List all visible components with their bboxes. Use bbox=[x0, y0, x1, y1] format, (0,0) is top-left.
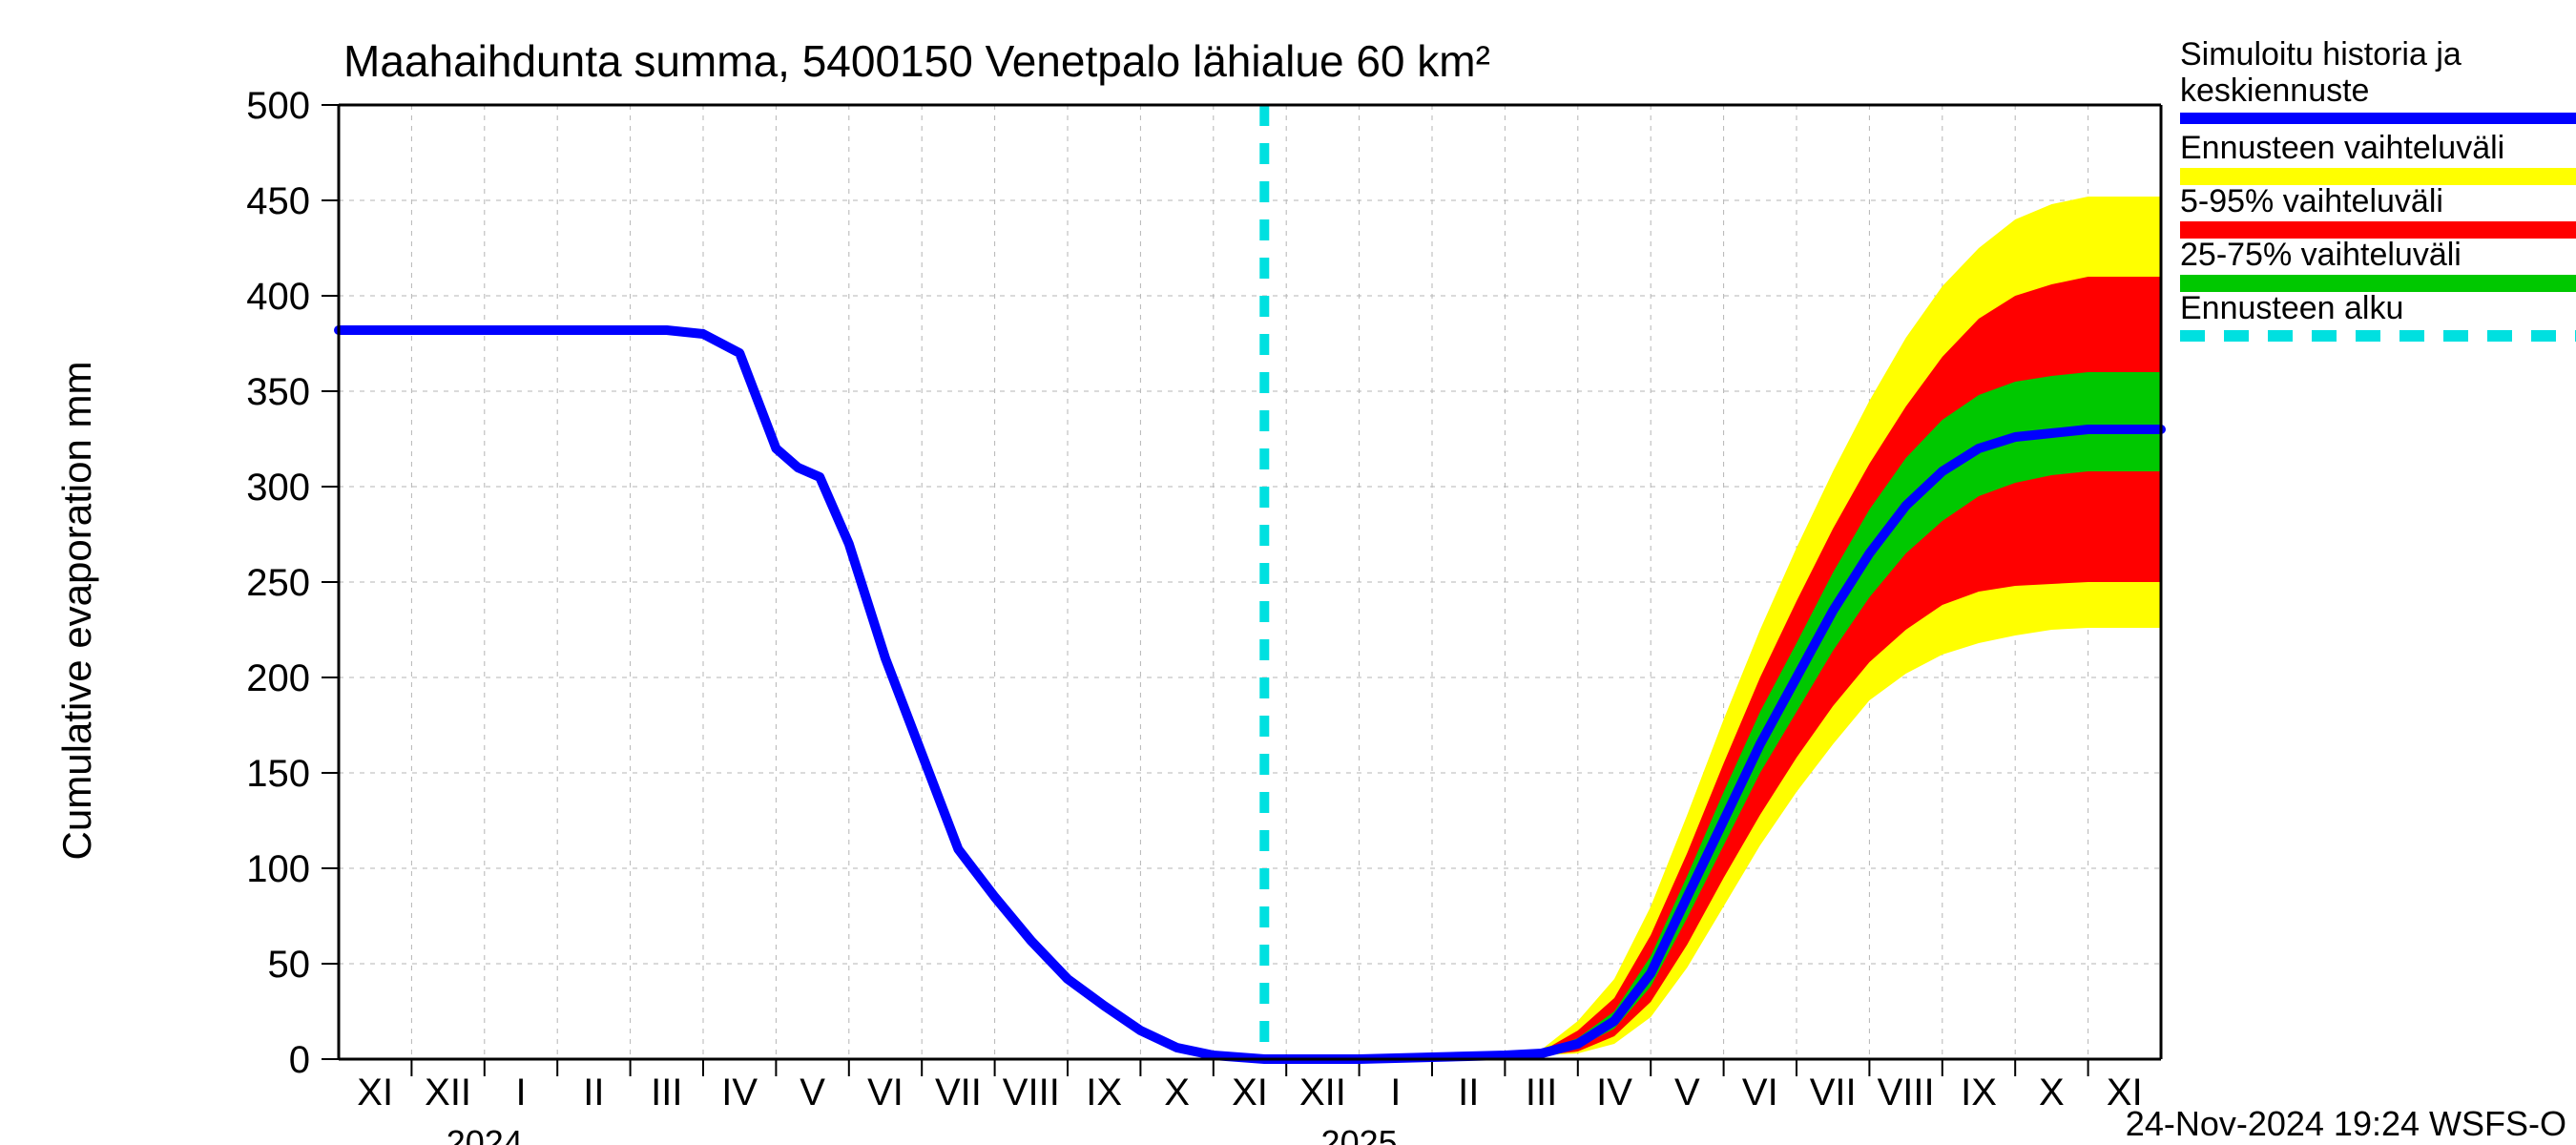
x-tick-label: V bbox=[800, 1072, 825, 1114]
x-tick-label: XI bbox=[1232, 1072, 1268, 1114]
x-tick-label: I bbox=[1390, 1072, 1401, 1114]
x-tick-label: VII bbox=[935, 1072, 982, 1114]
legend-label: Ennusteen vaihteluväli bbox=[2180, 130, 2504, 166]
y-tick-label: 50 bbox=[268, 944, 311, 986]
legend-label: Simuloitu historia ja bbox=[2180, 36, 2462, 73]
chart-container: Maahaihdunta summa, 5400150 Venetpalo lä… bbox=[0, 0, 2576, 1145]
plot-area: 050100150200250300350400450500XIXIIIIIII… bbox=[246, 85, 2161, 1145]
chart-svg: Maahaihdunta summa, 5400150 Venetpalo lä… bbox=[0, 0, 2576, 1145]
x-tick-label: IX bbox=[1961, 1072, 1997, 1114]
footer-timestamp: 24-Nov-2024 19:24 WSFS-O bbox=[2126, 1104, 2566, 1143]
x-tick-label: II bbox=[583, 1072, 604, 1114]
x-tick-label: VII bbox=[1810, 1072, 1857, 1114]
y-tick-label: 250 bbox=[246, 562, 310, 604]
x-tick-label: V bbox=[1674, 1072, 1700, 1114]
y-tick-label: 400 bbox=[246, 276, 310, 318]
year-label: 2024 bbox=[447, 1123, 523, 1145]
y-tick-label: 350 bbox=[246, 371, 310, 413]
x-tick-label: X bbox=[2039, 1072, 2065, 1114]
x-tick-label: XII bbox=[1299, 1072, 1346, 1114]
x-tick-label: II bbox=[1458, 1072, 1479, 1114]
x-tick-label: IX bbox=[1086, 1072, 1122, 1114]
legend-label: keskiennuste bbox=[2180, 73, 2369, 109]
x-tick-label: VIII bbox=[1878, 1072, 1935, 1114]
x-tick-label: VI bbox=[1742, 1072, 1778, 1114]
x-tick-label: III bbox=[651, 1072, 682, 1114]
y-tick-label: 300 bbox=[246, 467, 310, 509]
legend-label: 25-75% vaihteluväli bbox=[2180, 237, 2462, 273]
x-tick-label: IV bbox=[721, 1072, 758, 1114]
chart-title: Maahaihdunta summa, 5400150 Venetpalo lä… bbox=[343, 36, 1490, 86]
legend-label: Ennusteen alku bbox=[2180, 290, 2403, 326]
y-tick-label: 100 bbox=[246, 848, 310, 890]
y-axis-label: Cumulative evaporation mm bbox=[54, 362, 99, 861]
x-tick-label: IV bbox=[1596, 1072, 1632, 1114]
y-tick-label: 0 bbox=[289, 1039, 310, 1081]
legend-label: 5-95% vaihteluväli bbox=[2180, 183, 2443, 219]
legend: Simuloitu historia jakeskiennuste Ennuste… bbox=[2180, 36, 2576, 336]
y-tick-label: 450 bbox=[246, 180, 310, 222]
y-tick-label: 200 bbox=[246, 657, 310, 699]
x-tick-label: VI bbox=[867, 1072, 904, 1114]
x-tick-label: XII bbox=[425, 1072, 471, 1114]
year-label: 2025 bbox=[1321, 1123, 1398, 1145]
y-tick-label: 150 bbox=[246, 753, 310, 795]
x-tick-label: III bbox=[1526, 1072, 1557, 1114]
x-tick-label: XI bbox=[357, 1072, 393, 1114]
x-tick-label: VIII bbox=[1003, 1072, 1060, 1114]
y-tick-label: 500 bbox=[246, 85, 310, 127]
x-tick-label: I bbox=[515, 1072, 526, 1114]
x-tick-label: X bbox=[1164, 1072, 1190, 1114]
